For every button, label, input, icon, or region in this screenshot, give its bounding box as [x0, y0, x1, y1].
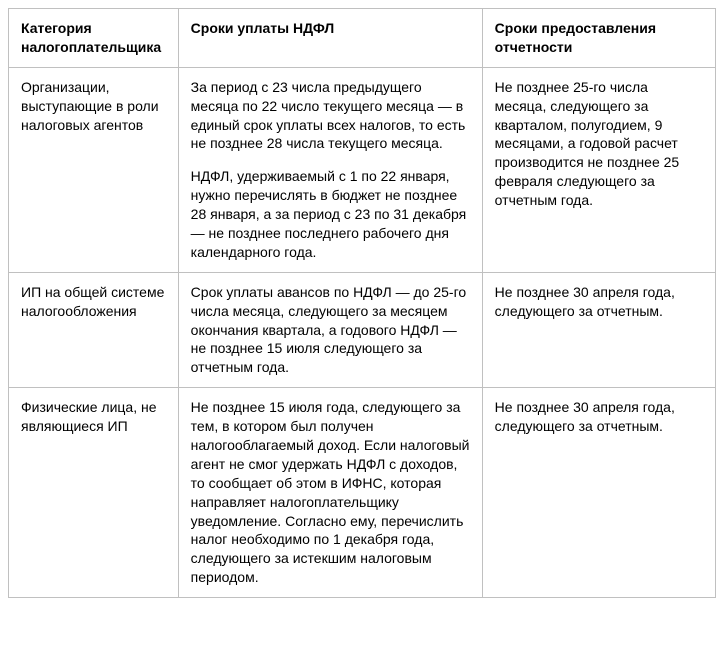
table-row: ИП на общей системе налогообложения Срок… — [9, 272, 716, 387]
header-deadlines: Сроки уплаты НДФЛ — [178, 9, 482, 68]
cell-deadlines-p1: Не позднее 15 июля года, следующего за т… — [191, 399, 470, 585]
ndfl-deadlines-table: Категория налогоплательщика Сроки уплаты… — [8, 8, 716, 598]
cell-category: ИП на общей системе налогообложения — [9, 272, 179, 387]
table-row: Физические лица, не являющиеся ИП Не поз… — [9, 388, 716, 598]
table-row: Организации, выступающие в роли налоговы… — [9, 67, 716, 272]
cell-category: Организации, выступающие в роли налоговы… — [9, 67, 179, 272]
header-reporting: Сроки предоставления отчетности — [482, 9, 715, 68]
header-category: Категория налогоплательщика — [9, 9, 179, 68]
cell-reporting: Не позднее 25-го числа месяца, следующег… — [482, 67, 715, 272]
paragraph-gap — [191, 153, 470, 167]
cell-deadlines: Не позднее 15 июля года, следующего за т… — [178, 388, 482, 598]
table-header-row: Категория налогоплательщика Сроки уплаты… — [9, 9, 716, 68]
cell-deadlines-p1: Срок уплаты авансов по НДФЛ — до 25-го ч… — [191, 284, 467, 376]
cell-reporting: Не позднее 30 апреля года, следующего за… — [482, 272, 715, 387]
cell-deadlines-p1: За период с 23 числа предыдущего месяца … — [191, 79, 466, 152]
cell-deadlines: За период с 23 числа предыдущего месяца … — [178, 67, 482, 272]
cell-reporting: Не позднее 30 апреля года, следующего за… — [482, 388, 715, 598]
cell-deadlines-p2: НДФЛ, удерживаемый с 1 по 22 января, нуж… — [191, 168, 467, 260]
cell-deadlines: Срок уплаты авансов по НДФЛ — до 25-го ч… — [178, 272, 482, 387]
cell-category: Физические лица, не являющиеся ИП — [9, 388, 179, 598]
